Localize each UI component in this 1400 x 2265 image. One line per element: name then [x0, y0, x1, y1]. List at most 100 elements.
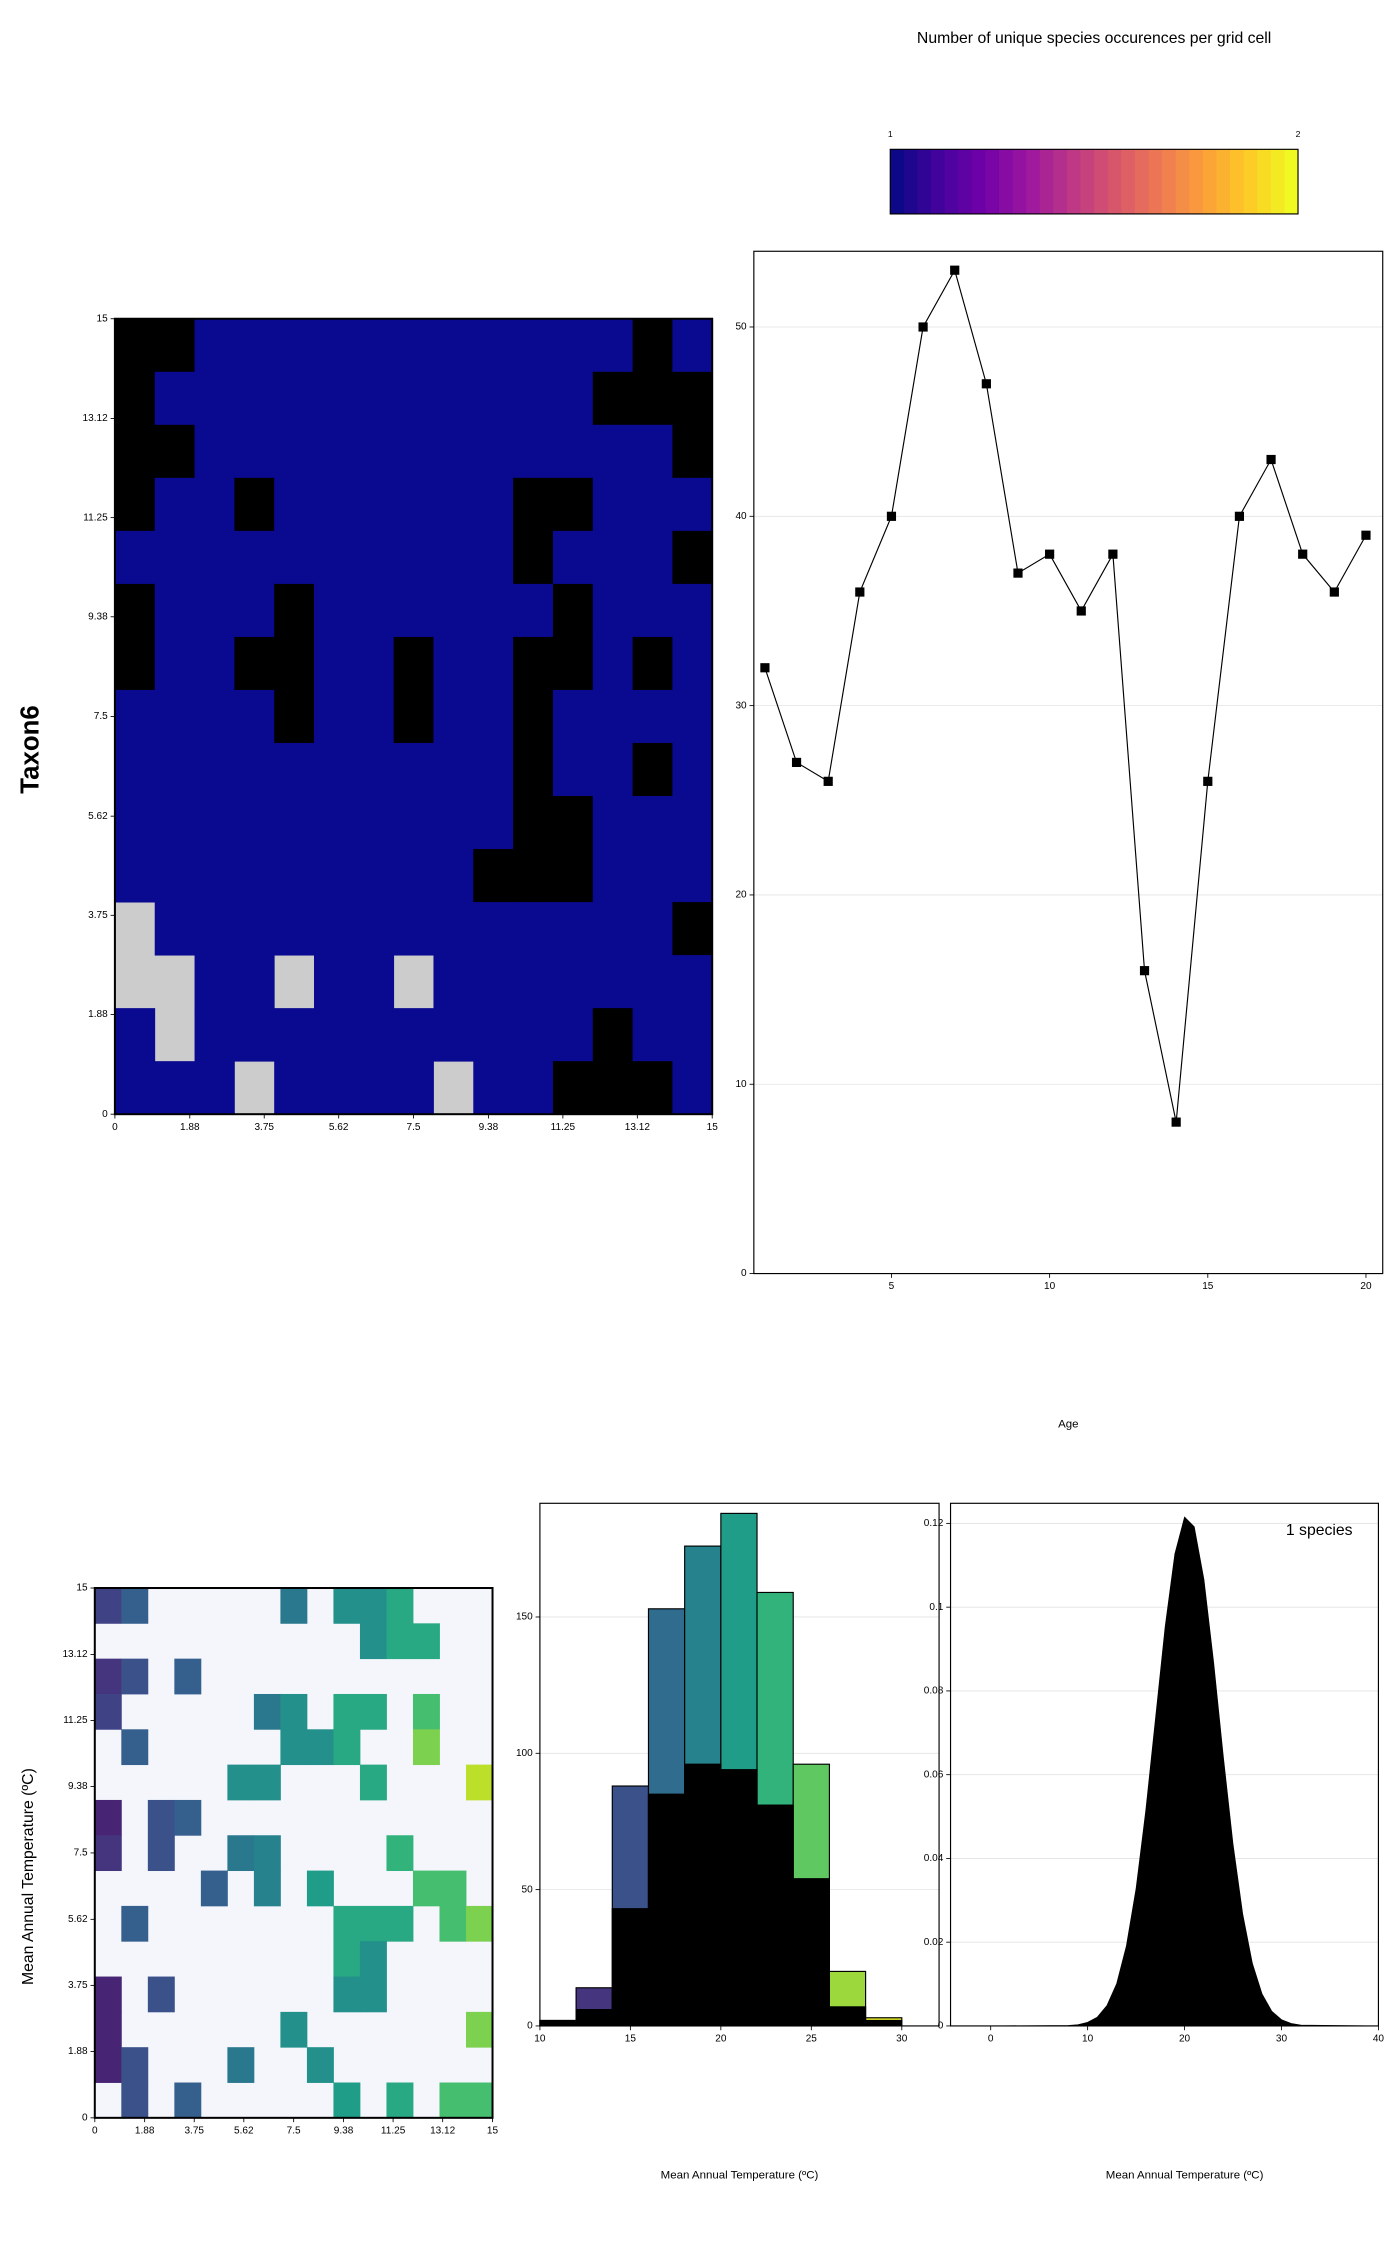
- x-tick-label: 5: [889, 1281, 895, 1292]
- grid-cell: [234, 636, 275, 691]
- grid-cell: [314, 530, 355, 585]
- grid-cell: [154, 371, 195, 426]
- grid-cell: [274, 530, 315, 585]
- grid-cell: [121, 1588, 149, 1624]
- histogram-bar: [684, 1763, 722, 2027]
- grid-cell: [314, 583, 355, 638]
- grid-cell: [386, 1835, 414, 1872]
- grid-cell: [672, 477, 713, 532]
- grid-cell: [592, 849, 633, 903]
- grid-cell: [227, 1764, 255, 1801]
- grid-cell: [393, 1061, 434, 1115]
- grid-cell: [353, 371, 395, 426]
- grid-cell: [227, 2047, 255, 2083]
- data-point: [1108, 549, 1118, 559]
- y-tick-label: 11.25: [83, 512, 108, 523]
- grid-cell: [386, 1623, 414, 1660]
- data-point: [1045, 549, 1055, 559]
- y-tick-label: 13.12: [62, 1649, 88, 1660]
- grid-cell: [194, 902, 235, 956]
- grid-cell: [672, 530, 713, 585]
- colorbar-band: [958, 149, 973, 214]
- grid-cell: [227, 1835, 255, 1872]
- colorbar-band: [1134, 149, 1149, 214]
- grid-cell: [194, 689, 235, 744]
- y-tick-label: 50: [735, 322, 747, 333]
- grid-cell: [194, 742, 235, 797]
- grid-cell: [433, 742, 474, 797]
- x-tick-label: 7.5: [407, 1122, 421, 1133]
- grid-cell: [253, 1693, 281, 1730]
- x-axis-label: Age: [1058, 1418, 1078, 1430]
- y-tick-label: 15: [97, 313, 109, 324]
- grid-cell: [274, 1008, 315, 1062]
- colorbar-band: [1094, 149, 1109, 214]
- grid-cell: [433, 1008, 474, 1062]
- data-point: [950, 265, 960, 275]
- grid-cell: [592, 955, 633, 1009]
- grid-cell: [632, 902, 673, 956]
- grid-cell: [592, 318, 633, 373]
- grid-cell: [552, 636, 594, 691]
- grid-cell: [114, 742, 156, 797]
- grid-cell: [274, 318, 315, 373]
- grid-cell: [174, 1799, 202, 1836]
- data-point: [1266, 454, 1276, 465]
- grid-cell: [194, 318, 235, 373]
- grid-cell: [280, 2011, 308, 2048]
- grid-cell: [94, 1658, 122, 1695]
- grid-cell: [592, 689, 633, 744]
- grid-cell: [672, 1008, 713, 1062]
- grid-cell: [114, 689, 156, 744]
- grid-cell: [359, 1905, 387, 1942]
- grid-cell: [386, 1588, 414, 1624]
- plot-frame: [949, 1502, 1379, 2027]
- grid-cell: [473, 1008, 514, 1062]
- grid-cell: [114, 318, 156, 373]
- y-tick-label: 0: [102, 1109, 108, 1120]
- grid-cell: [359, 1623, 387, 1660]
- y-tick-label: 3.75: [88, 910, 108, 921]
- grid-cell: [306, 1870, 334, 1907]
- x-tick-label: 0: [112, 1122, 118, 1133]
- grid-cell: [274, 796, 315, 850]
- grid-cell: [513, 849, 554, 903]
- grid-cell: [433, 583, 474, 638]
- grid-cell: [393, 796, 434, 850]
- density-area: [990, 1516, 1379, 2027]
- grid-cell: [114, 424, 156, 479]
- data-point: [823, 776, 833, 786]
- y-tick-label: 7.5: [74, 1848, 88, 1859]
- grid-cell: [473, 530, 514, 585]
- grid-cell: [632, 583, 673, 638]
- x-tick-label: 13.12: [625, 1122, 651, 1133]
- x-tick-label: 5.62: [329, 1122, 349, 1133]
- colorbar-band: [1270, 149, 1285, 214]
- grid-cell: [513, 955, 554, 1009]
- grid-cell: [353, 796, 395, 850]
- grid-cell: [353, 1008, 395, 1062]
- grid-cell: [121, 2082, 149, 2119]
- grid-cell: [552, 796, 594, 850]
- data-point: [791, 757, 802, 768]
- colorbar-band: [917, 149, 932, 214]
- y-tick-label: 0: [741, 1268, 747, 1279]
- data-point: [1139, 966, 1150, 976]
- colorbar-band: [944, 149, 959, 214]
- grid-cell: [359, 1588, 387, 1624]
- colorbar-band: [985, 149, 1000, 214]
- grid-cell: [194, 583, 235, 638]
- grid-cell: [94, 2047, 122, 2083]
- grid-cell: [632, 477, 673, 532]
- grid-cell: [194, 477, 235, 532]
- grid-cell: [632, 318, 673, 373]
- grid-cell: [114, 796, 156, 850]
- grid-cell: [333, 1941, 361, 1977]
- x-axis-label: Mean Annual Temperature (ºC): [1106, 2169, 1264, 2181]
- grid-cell: [513, 318, 554, 373]
- grid-cell: [592, 371, 633, 426]
- y-tick-label: 0: [527, 2021, 533, 2032]
- grid-cell: [473, 849, 514, 903]
- histogram-bar: [828, 2006, 867, 2027]
- grid-cell: [433, 424, 474, 479]
